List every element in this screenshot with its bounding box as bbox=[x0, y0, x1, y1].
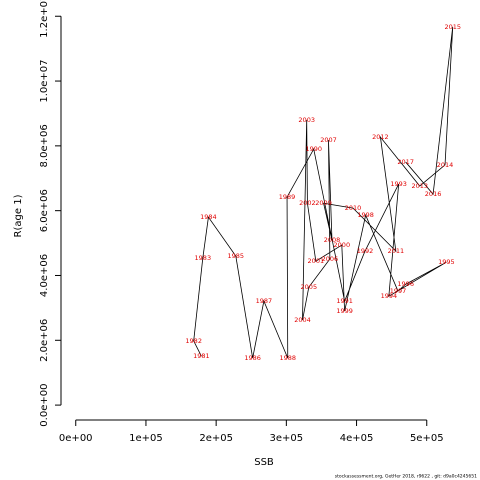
year-label: 2006 bbox=[322, 255, 339, 263]
y-tick-label: 4.0e+06 bbox=[39, 254, 50, 297]
year-label: 2000 bbox=[334, 241, 351, 249]
year-label: 1997 bbox=[390, 287, 407, 295]
year-label: 2017 bbox=[397, 158, 414, 166]
year-label: 2005 bbox=[301, 283, 318, 291]
year-label: 1987 bbox=[256, 297, 273, 305]
year-label: 1989 bbox=[279, 193, 296, 201]
x-tick-label: 5e+05 bbox=[410, 433, 444, 444]
year-label: 1982 bbox=[185, 337, 202, 345]
x-axis-label: SSB bbox=[254, 457, 274, 468]
year-label: 1984 bbox=[200, 213, 217, 221]
year-label: 1990 bbox=[305, 145, 322, 153]
y-tick-label: 1.2e+07 bbox=[39, 0, 50, 38]
year-label: 1994 bbox=[381, 292, 398, 300]
year-label: 1992 bbox=[357, 247, 374, 255]
year-label: 1981 bbox=[193, 352, 210, 360]
x-tick-label: 0e+00 bbox=[59, 433, 93, 444]
y-tick-label: 0.0e+00 bbox=[39, 384, 50, 427]
year-label: 2007 bbox=[320, 136, 337, 144]
x-tick-label: 3e+05 bbox=[270, 433, 304, 444]
year-label: 1999 bbox=[336, 307, 353, 315]
connecting-line bbox=[193, 26, 454, 359]
x-tick-label: 1e+05 bbox=[129, 433, 163, 444]
year-label: 1988 bbox=[279, 354, 296, 362]
year-label: 2003 bbox=[298, 116, 315, 124]
y-axis-label: R(age 1) bbox=[13, 194, 24, 237]
year-label: 2012 bbox=[372, 133, 389, 141]
year-label: 1993 bbox=[390, 180, 407, 188]
year-label: 2009 bbox=[315, 199, 332, 207]
year-label: 2013 bbox=[411, 182, 428, 190]
year-label: 1991 bbox=[336, 297, 353, 305]
year-label: 2016 bbox=[425, 190, 442, 198]
x-tick-label: 2e+05 bbox=[199, 433, 233, 444]
year-label: 1998 bbox=[357, 211, 374, 219]
year-label: 2010 bbox=[345, 204, 362, 212]
year-label: 2004 bbox=[294, 316, 311, 324]
year-label: 2015 bbox=[444, 23, 461, 31]
year-label: 1995 bbox=[438, 258, 455, 266]
x-tick-label: 4e+05 bbox=[340, 433, 374, 444]
year-label: 2008 bbox=[324, 236, 341, 244]
footer: stockassessment.org, GetHer 2018, r9622 … bbox=[335, 474, 477, 480]
year-label: 1985 bbox=[228, 252, 245, 260]
year-label: 2011 bbox=[388, 247, 405, 255]
year-label: 2002 bbox=[299, 199, 316, 207]
y-tick-label: 8.0e+06 bbox=[39, 124, 50, 167]
year-label: 1986 bbox=[244, 354, 261, 362]
y-tick-label: 1.0e+07 bbox=[39, 59, 50, 102]
year-label: 1996 bbox=[397, 280, 414, 288]
y-tick-label: 6.0e+06 bbox=[39, 189, 50, 232]
year-label: 2001 bbox=[308, 257, 325, 265]
year-label: 1983 bbox=[195, 254, 212, 262]
y-tick-label: 2.0e+06 bbox=[39, 319, 50, 362]
year-label: 2014 bbox=[437, 161, 454, 169]
